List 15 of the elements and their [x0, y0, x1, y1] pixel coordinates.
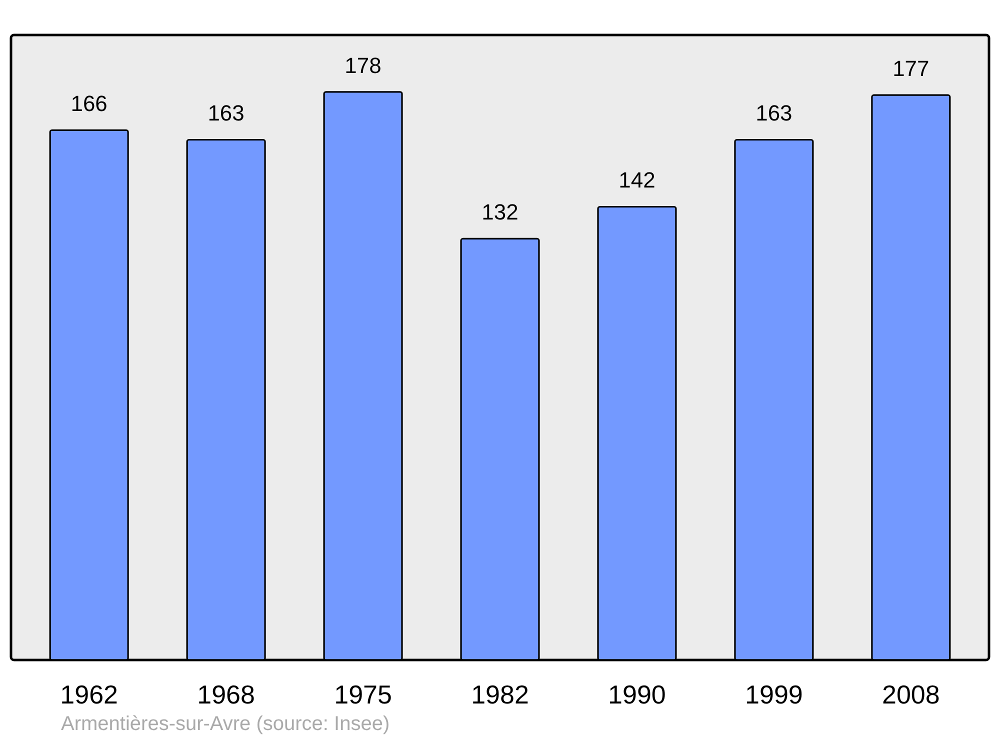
data-label: 166: [70, 91, 108, 116]
x-tick-label: 1990: [608, 680, 666, 710]
data-label: 163: [756, 100, 792, 126]
x-tick-label: 2008: [882, 680, 940, 710]
data-label: 132: [482, 200, 518, 225]
data-label: 178: [344, 52, 382, 78]
x-tick-label: 1962: [60, 680, 118, 710]
data-label: 177: [892, 56, 930, 82]
text: Armentières-sur-Avre (source: Insee): [61, 713, 390, 735]
data-label: 163: [208, 100, 244, 126]
x-tick-label: 1982: [471, 680, 529, 710]
x-tick-label: 1968: [197, 680, 255, 710]
x-tick-label: 1975: [334, 680, 392, 710]
data-label: 142: [618, 168, 656, 193]
x-tick-label: 1999: [745, 680, 803, 710]
